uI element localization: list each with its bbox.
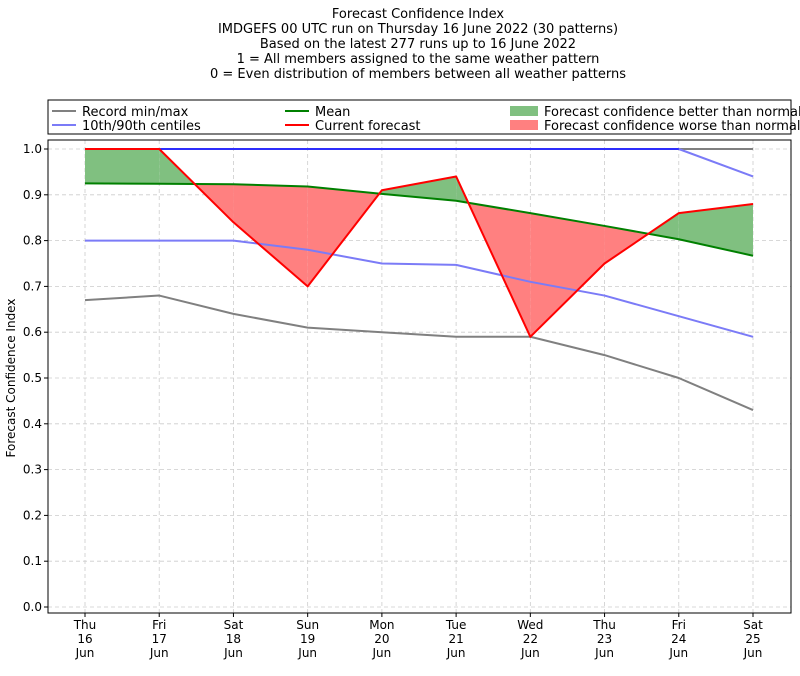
legend-label-3: 10th/90th centiles	[82, 119, 201, 134]
y-tick-label-3: 0.3	[23, 463, 42, 477]
y-tick-label-6: 0.6	[23, 325, 42, 339]
chart-subtitle-scale-high: 1 = All members assigned to the same wea…	[237, 52, 600, 67]
title-block: Forecast Confidence Index IMDGEFS 00 UTC…	[210, 7, 626, 82]
series-line-current	[85, 148, 754, 338]
y-axis-label: Forecast Confidence Index	[4, 299, 18, 458]
x-tick-label-8-1: 24	[671, 632, 686, 646]
x-tick-label-1-0: Fri	[152, 618, 166, 632]
x-tick-label-0-2: Jun	[75, 646, 95, 660]
x-tick-label-4-2: Jun	[372, 646, 392, 660]
chart-subtitle-scale-low: 0 = Even distribution of members between…	[210, 67, 626, 82]
series-line-record-min	[84, 294, 754, 411]
x-tick-label-2-0: Sat	[224, 618, 244, 632]
fill-worse-3a	[307, 186, 380, 287]
y-tick-label-7: 0.7	[23, 279, 42, 293]
x-tick-label-6-0: Wed	[517, 618, 543, 632]
x-tick-label-8-0: Fri	[672, 618, 686, 632]
x-tick-label-5-0: Tue	[445, 618, 467, 632]
y-tick-label-5: 0.5	[23, 371, 42, 385]
x-axis-ticks: Thu16JunFri17JunSat18JunSun19JunMon20Jun…	[73, 613, 763, 660]
x-tick-label-1-2: Jun	[149, 646, 169, 660]
plot-frame	[47, 139, 792, 614]
y-tick-label-1: 0.1	[23, 554, 42, 568]
y-tick-label-2: 0.2	[23, 508, 42, 522]
legend-label-4: Current forecast	[315, 119, 421, 134]
x-tick-label-4-0: Mon	[369, 618, 394, 632]
x-tick-label-1-1: 17	[152, 632, 167, 646]
legend-frame	[47, 99, 792, 135]
series-line-p90	[85, 148, 754, 178]
x-tick-label-9-2: Jun	[743, 646, 763, 660]
legend: Record min/max Mean Forecast confidence be…	[47, 99, 800, 135]
chart-subtitle-basis: Based on the latest 277 runs up to 16 Ju…	[260, 37, 576, 52]
x-tick-label-5-1: 21	[448, 632, 463, 646]
legend-label-5: Forecast confidence worse than normal	[544, 119, 800, 134]
x-tick-label-7-2: Jun	[594, 646, 614, 660]
y-tick-label-0: 0.0	[23, 600, 42, 614]
grid-lines	[48, 140, 791, 613]
fill-better-0	[85, 149, 160, 184]
series-line-p10	[85, 239, 754, 338]
fill-worse-6	[530, 213, 605, 337]
chart-title: Forecast Confidence Index	[332, 7, 504, 22]
x-tick-label-5-2: Jun	[446, 646, 466, 660]
x-tick-label-3-0: Sun	[296, 618, 319, 632]
y-tick-label-10: 1.0	[23, 142, 42, 156]
fill-better-7b	[648, 213, 679, 240]
chart-subtitle-run: IMDGEFS 00 UTC run on Thursday 16 June 2…	[218, 22, 618, 37]
fill-worse-7a	[604, 225, 649, 264]
fill-worse-2	[233, 184, 308, 287]
x-tick-label-6-2: Jun	[520, 646, 540, 660]
x-tick-label-8-2: Jun	[668, 646, 688, 660]
x-tick-label-9-0: Sat	[743, 618, 763, 632]
y-axis-ticks: 0.0 0.1 0.2 0.3 0.4 0.5 0.6 0.7 0.8 0.9 1.0	[23, 142, 48, 614]
plot-area: 0.00.10.20.30.40.50.60.70.80.91.0 Thu16J…	[4, 139, 792, 660]
series-line-mean	[84, 182, 754, 257]
x-tick-label-0-1: 16	[77, 632, 92, 646]
x-tick-label-2-2: Jun	[223, 646, 243, 660]
legend-swatch-5	[510, 120, 538, 130]
legend-label-2: Forecast confidence better than normal	[544, 105, 800, 120]
x-tick-label-0-0: Thu	[73, 618, 97, 632]
x-tick-label-4-1: 20	[374, 632, 389, 646]
legend-swatch-2	[510, 106, 538, 116]
x-tick-label-9-1: 25	[745, 632, 760, 646]
x-tick-label-7-1: 23	[597, 632, 612, 646]
x-tick-label-3-1: 19	[300, 632, 315, 646]
x-tick-label-2-1: 18	[226, 632, 241, 646]
x-tick-label-7-0: Thu	[592, 618, 616, 632]
y-tick-label-9: 0.9	[23, 188, 42, 202]
series-lines	[84, 148, 754, 411]
x-tick-label-3-2: Jun	[297, 646, 317, 660]
legend-label-0: Record min/max	[82, 105, 189, 120]
x-tick-label-6-1: 22	[523, 632, 538, 646]
legend-label-1: Mean	[315, 105, 350, 120]
y-tick-label-4: 0.4	[23, 417, 42, 431]
y-tick-label-8: 0.8	[23, 234, 42, 248]
